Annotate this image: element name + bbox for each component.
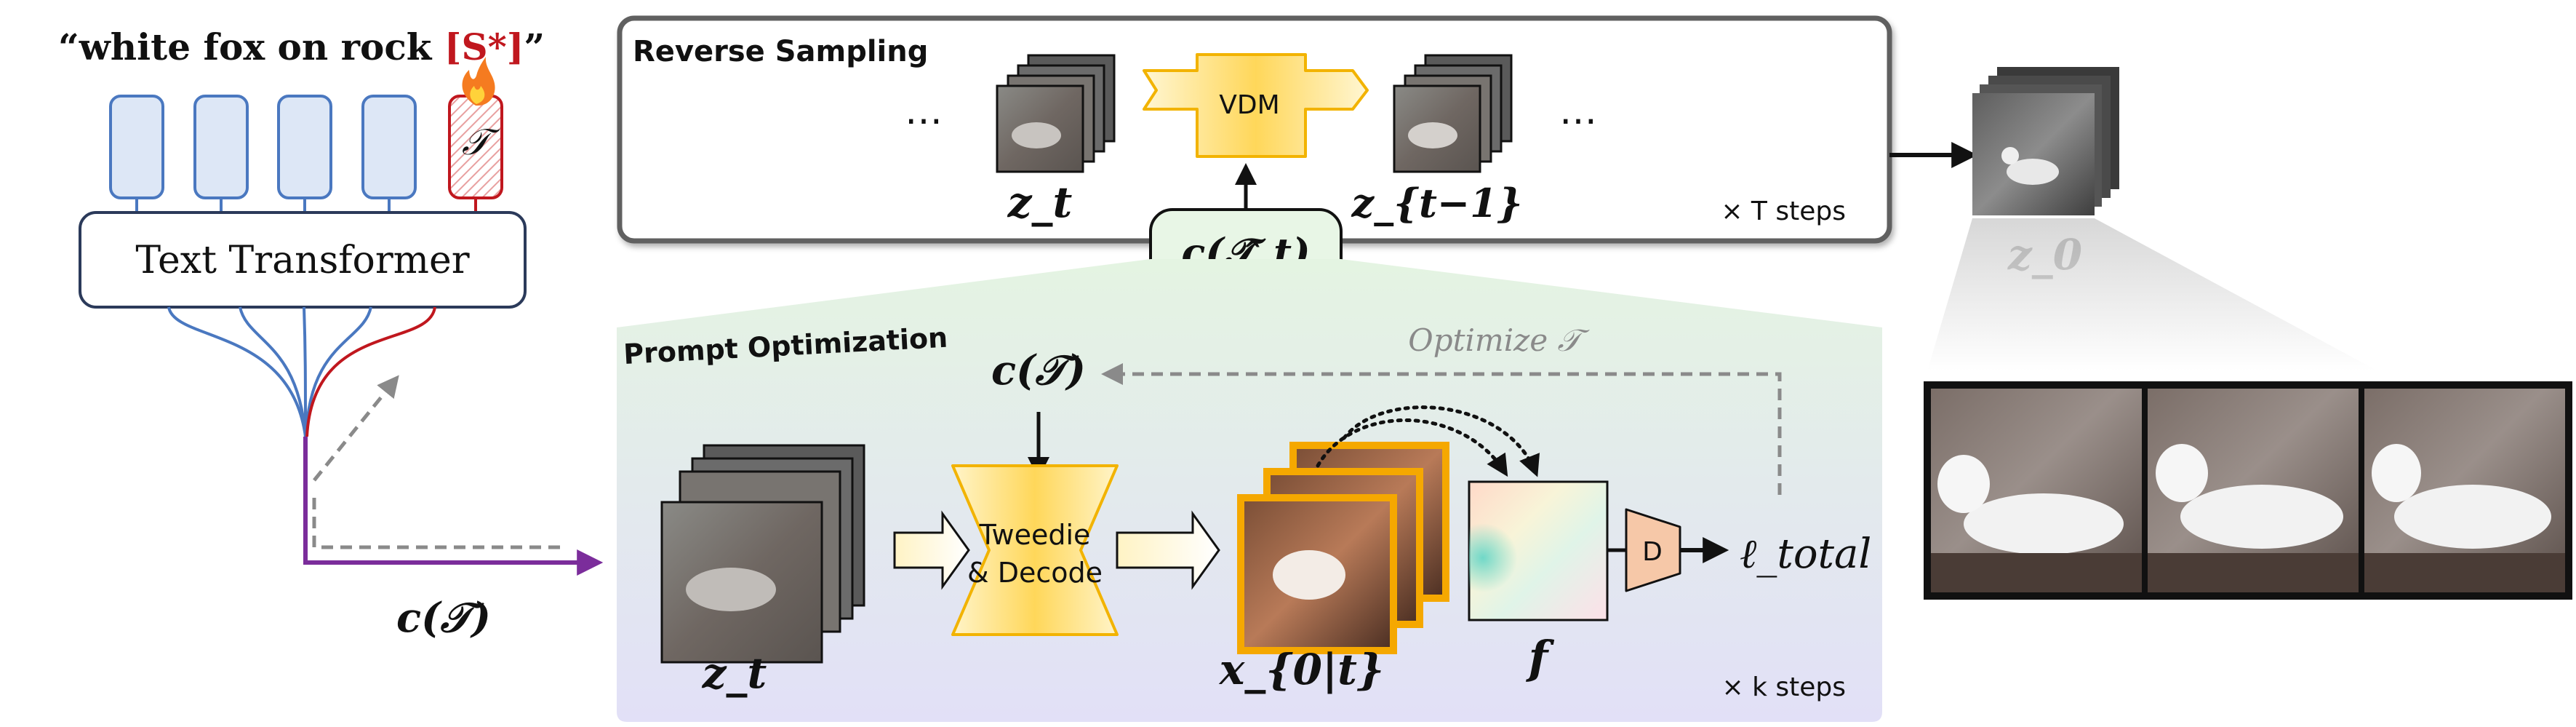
token-embedding-box (193, 95, 249, 199)
latent-zt-minus-1-stack (1393, 54, 1513, 173)
prompt-optimization-panel: Prompt Optimization Optimize 𝒯 c(𝒯) z_t … (617, 259, 1882, 722)
x0-label: x_{0|t} (1218, 645, 1384, 694)
token-embedding-box (277, 95, 332, 199)
latent-zt-minus-1-label: z_{t−1} (1351, 180, 1523, 226)
loss-label: ℓ_total (1740, 531, 1871, 578)
video-frame-2 (2148, 389, 2359, 592)
latent-zt-label: z_t (1007, 178, 1073, 227)
opt-steps-label: × k steps (1721, 672, 1846, 702)
opt-latent-zt-label: z_t (702, 648, 767, 698)
tweedie-decode-block (951, 464, 1119, 636)
tweedie-label-2: & Decode (967, 557, 1103, 589)
x0-estimate-stack (1237, 442, 1449, 654)
ellipsis-left: … (905, 90, 943, 133)
reverse-sampling-panel: Reverse Sampling … z_t VDM z_{t−1} … × T… (617, 15, 1892, 293)
tweedie-label-1: Tweedie (979, 519, 1091, 551)
vdm-label: VDM (1219, 90, 1279, 120)
ellipsis-right: … (1559, 90, 1597, 133)
discriminator-label: D (1642, 537, 1663, 567)
opt-condition-label: c(𝒯) (991, 346, 1086, 394)
latent-zt-stack (996, 54, 1116, 173)
text-transformer-label: Text Transformer (135, 239, 469, 282)
token-embedding-box (361, 95, 417, 199)
reverse-sampling-title: Reverse Sampling (633, 35, 928, 68)
embedding-label: c(𝒯) (396, 594, 491, 642)
optimize-label: Optimize 𝒯 (1408, 322, 1590, 358)
vdm-block (1143, 53, 1369, 158)
fox-image (2007, 159, 2059, 185)
text-encoder-panel: “white fox on rock [S*]” 𝒯 Text Transfor… (58, 25, 604, 642)
token-embedding-box (109, 95, 164, 199)
video-frame-1 (1931, 389, 2142, 592)
reverse-steps-label: × T steps (1721, 196, 1846, 226)
output-video-frames (1924, 381, 2572, 600)
prompt-text: “white fox on rock [S*]” (58, 25, 545, 68)
opt-latent-zt-stack (660, 444, 865, 664)
text-transformer-box (79, 211, 527, 309)
output-z0-stack (1972, 67, 2119, 215)
video-frame-3 (2364, 389, 2565, 592)
discriminator-block (1625, 508, 1681, 592)
flame-icon (462, 57, 495, 106)
